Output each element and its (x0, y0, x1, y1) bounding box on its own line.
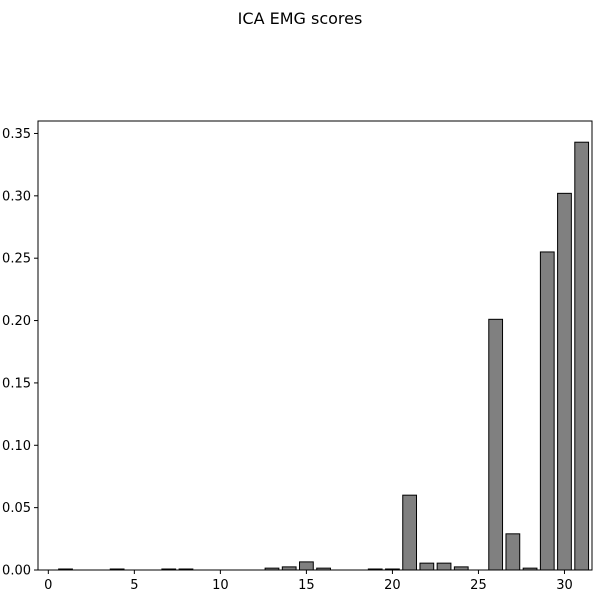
chart-title: ICA EMG scores (238, 9, 363, 28)
x-tick-label-10: 10 (212, 578, 229, 593)
x-axis: 0 5 10 15 20 25 30 (44, 570, 573, 593)
plot-frame (37, 120, 593, 571)
bar-15 (299, 561, 314, 571)
bar-22 (419, 562, 435, 571)
bar-26 (488, 318, 504, 571)
y-tick-label-0.05: 0.05 (2, 501, 31, 516)
x-tick-label-15: 15 (298, 578, 315, 593)
y-tick-label-0.15: 0.15 (2, 376, 31, 391)
bar-31 (574, 141, 590, 571)
bar-21 (402, 494, 418, 571)
x-tick-label-30: 30 (556, 578, 573, 593)
y-tick-label-0.00: 0.00 (2, 564, 31, 579)
bars-layer (58, 141, 590, 571)
y-tick-label-0.35: 0.35 (2, 127, 31, 142)
y-tick-label-0.30: 0.30 (2, 189, 31, 204)
x-tick-label-25: 25 (470, 578, 487, 593)
bar-23 (436, 562, 452, 571)
y-axis: 0.00 0.05 0.10 0.15 0.20 0.25 0.30 0.35 (2, 127, 38, 579)
bar-30 (557, 192, 572, 571)
x-tick-label-0: 0 (44, 578, 52, 593)
x-tick-label-20: 20 (384, 578, 401, 593)
bar-27 (505, 533, 521, 571)
y-tick-label-0.20: 0.20 (2, 314, 31, 329)
y-tick-label-0.25: 0.25 (2, 252, 31, 267)
y-tick-label-0.10: 0.10 (2, 439, 31, 454)
x-tick-label-5: 5 (130, 578, 138, 593)
bar-29 (539, 251, 555, 571)
